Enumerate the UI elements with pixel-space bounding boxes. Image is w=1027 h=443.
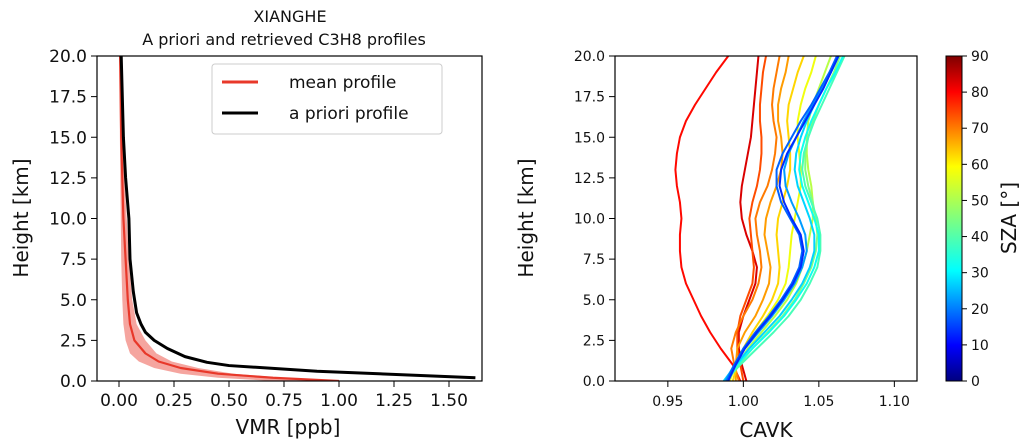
legend: mean profile a priori profile (211, 63, 443, 135)
x-tick-label: 1.10 (879, 394, 910, 410)
y-tick-label: 15.0 (574, 130, 605, 146)
chart-subtitle: A priori and retrieved C3H8 profiles (142, 30, 426, 49)
y-tick-label: 0.0 (583, 374, 605, 390)
cavk-profile-line (737, 56, 760, 381)
y-tick-label: 12.5 (574, 171, 605, 187)
legend-label-apriori: a priori profile (289, 104, 409, 124)
left-x-ticks: 0.00 0.25 0.50 0.75 1.00 1.25 1.50 (100, 381, 468, 411)
colorbar-tick-label: 0 (971, 374, 980, 390)
x-tick-label: 1.25 (375, 391, 413, 411)
x-tick-label: 0.25 (155, 391, 193, 411)
cavk-profile-line (674, 56, 742, 381)
x-tick-label: 0.95 (652, 394, 683, 410)
y-tick-label: 5.0 (583, 293, 605, 309)
x-tick-label: 0.50 (210, 391, 248, 411)
y-tick-label: 17.5 (574, 90, 605, 106)
x-tick-label: 1.50 (430, 391, 468, 411)
right-y-axis-label: Height [km] (514, 158, 538, 277)
colorbar-tick-label: 90 (971, 49, 989, 65)
legend-box (211, 63, 443, 135)
right-y-ticks: 0.0 2.5 5.0 7.5 10.0 12.5 15.0 17.5 20.0 (574, 49, 615, 390)
colorbar-tick-label: 50 (971, 193, 989, 209)
x-tick-label: 1.05 (803, 394, 834, 410)
y-tick-label: 10.0 (574, 212, 605, 228)
right-x-axis-label: CAVK (739, 418, 793, 442)
mean-profile-line (119, 56, 340, 381)
y-tick-label: 12.5 (49, 169, 87, 189)
colorbar-tick-label: 70 (971, 121, 989, 137)
left-y-axis-label: Height [km] (9, 158, 33, 277)
right-x-ticks: 0.95 1.00 1.05 1.10 (652, 381, 910, 410)
a-priori-profile-line (119, 56, 476, 380)
right-chart: 0.95 1.00 1.05 1.10 0.0 2.5 5.0 7.5 10.0 12.5 15.… (514, 49, 1021, 442)
legend-label-mean: mean profile (289, 73, 396, 93)
cavk-profile-line (731, 56, 805, 381)
colorbar-tick-label: 80 (971, 85, 989, 101)
colorbar-tick-label: 10 (971, 338, 989, 354)
cavk-profile-line (725, 56, 838, 381)
y-tick-label: 15.0 (49, 128, 87, 148)
y-tick-label: 5.0 (60, 291, 87, 311)
y-tick-label: 2.5 (60, 331, 87, 351)
y-tick-label: 0.0 (60, 372, 87, 392)
colorbar: 0 10 20 30 40 50 60 70 80 90 SZA [°] (945, 49, 1021, 390)
x-tick-label: 1.00 (320, 391, 358, 411)
cavk-profile-line (725, 56, 841, 381)
y-tick-label: 17.5 (49, 88, 87, 108)
cavk-profile-line (722, 56, 844, 381)
x-tick-label: 1.00 (728, 394, 759, 410)
colorbar-label: SZA [°] (997, 182, 1021, 254)
left-x-axis-label: VMR [ppb] (236, 415, 341, 439)
left-chart: XIANGHE A priori and retrieved C3H8 prof… (9, 7, 483, 439)
y-tick-label: 20.0 (49, 47, 87, 67)
cavk-profile-line (734, 56, 790, 381)
colorbar-tick-label: 60 (971, 157, 989, 173)
y-tick-label: 7.5 (583, 252, 605, 268)
left-plot-area (119, 56, 476, 381)
chart-title: XIANGHE (253, 7, 326, 26)
cavk-profile-line (727, 56, 840, 381)
cavk-profile-line (724, 56, 846, 381)
cavk-profile-line (730, 56, 781, 381)
x-tick-label: 0.75 (265, 391, 303, 411)
left-y-ticks: 0.0 2.5 5.0 7.5 10.0 12.5 15.0 17.5 20.0 (49, 47, 97, 392)
colorbar-gradient (945, 55, 963, 382)
colorbar-tick-label: 30 (971, 266, 989, 282)
y-tick-label: 7.5 (60, 250, 87, 270)
colorbar-tick-label: 40 (971, 230, 989, 246)
y-tick-label: 20.0 (574, 49, 605, 65)
cavk-profile-line (724, 56, 840, 381)
y-tick-label: 2.5 (583, 333, 605, 349)
colorbar-ticks: 0 10 20 30 40 50 60 70 80 90 (962, 49, 989, 390)
colorbar-tick-label: 20 (971, 302, 989, 318)
right-plot-area (674, 56, 846, 381)
y-tick-label: 10.0 (49, 210, 87, 230)
x-tick-label: 0.00 (100, 391, 138, 411)
